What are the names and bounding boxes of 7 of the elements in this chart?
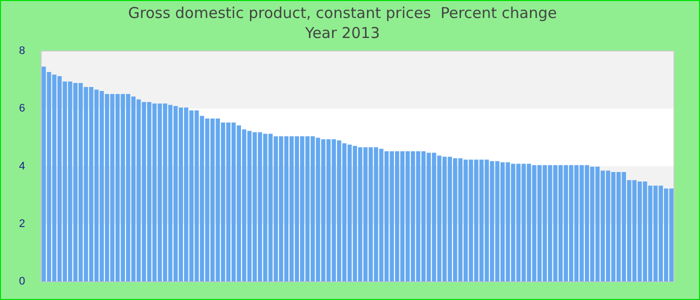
chart-subtitle: Year 2013	[304, 24, 380, 42]
y-tick-label: 6	[18, 102, 26, 115]
y-tick-label: 8	[18, 45, 26, 58]
y-tick-label: 2	[18, 218, 26, 230]
y-tick-label: 4	[18, 160, 26, 172]
y-tick-label: 0	[18, 276, 26, 288]
chart-title: Gross domestic product, constant prices Percent change	[128, 4, 557, 22]
